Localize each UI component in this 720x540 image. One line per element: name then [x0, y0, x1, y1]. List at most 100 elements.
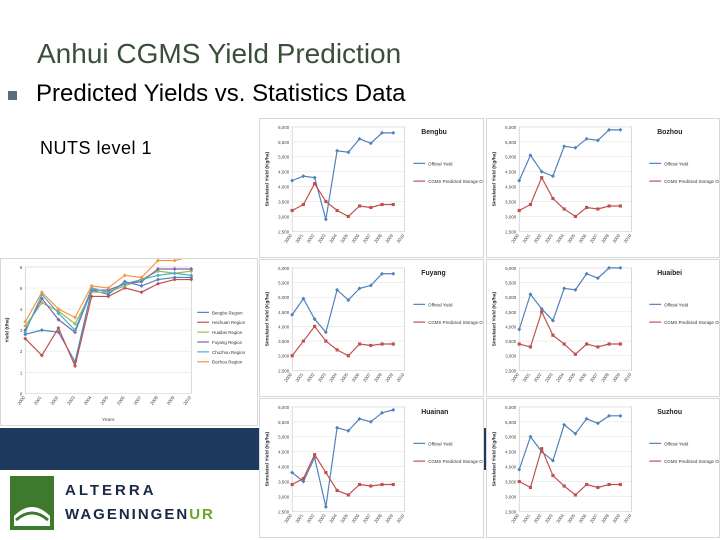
data-point [357, 204, 362, 208]
data-point [89, 294, 94, 299]
legend-label: Official Yield [428, 161, 453, 166]
data-point [517, 342, 521, 346]
data-point [122, 273, 127, 278]
x-tick-label: 2003 [544, 372, 554, 383]
data-point [551, 196, 555, 201]
data-point [539, 169, 544, 174]
logo-text-wageningen: WAGENINGENUR [65, 506, 215, 523]
x-tick-label: 2004 [328, 513, 338, 524]
legend-label: Bengbu Region [212, 310, 243, 315]
data-point [189, 277, 194, 282]
data-point [550, 174, 555, 179]
data-point [346, 493, 350, 497]
data-point [562, 144, 567, 149]
series-line-1 [519, 310, 621, 356]
y-tick-label: 2 [20, 349, 23, 354]
y-tick-label: 5,500 [505, 280, 517, 285]
legend-label: Official Yield [664, 302, 689, 307]
data-point [89, 283, 94, 288]
alterra-logo-icon [10, 476, 54, 530]
x-tick-label: 2006 [351, 233, 361, 244]
data-point [290, 482, 294, 487]
data-point [585, 205, 589, 210]
y-axis-label: Simulated Yield (Kg/ha) [264, 152, 270, 207]
x-tick-label: 2003 [317, 233, 327, 244]
y-tick-label: 4,500 [505, 310, 517, 315]
data-point [357, 416, 362, 421]
x-tick-label: 2007 [133, 395, 143, 406]
data-point [369, 343, 373, 348]
x-tick-label: 2010 [623, 372, 633, 383]
y-tick-label: 4,000 [505, 324, 517, 329]
x-tick-label: 2004 [83, 395, 93, 406]
data-point [56, 311, 61, 316]
y-tick-label: 5,500 [278, 420, 290, 425]
y-tick-label: 4,000 [505, 185, 517, 190]
series-line-1 [291, 325, 394, 357]
data-point [540, 176, 544, 180]
data-point [517, 178, 522, 183]
huaibei-chart: 2,500 3,000 3,500 4,000 4,500 5,000 5,500 6,000… [486, 259, 720, 397]
y-tick-label: 4,000 [505, 465, 517, 470]
x-tick-label: 2008 [373, 233, 383, 244]
data-point [39, 353, 44, 358]
x-tick-label: 2010 [396, 372, 406, 383]
x-tick-label: 2001 [522, 513, 532, 524]
data-point [562, 342, 566, 346]
y-tick-label: 5,000 [278, 295, 290, 300]
x-tick-label: 2000 [283, 233, 293, 244]
data-point [584, 136, 589, 141]
data-point [573, 214, 577, 219]
x-tick-label: 2002 [50, 395, 60, 406]
y-tick-label: 5,500 [505, 140, 517, 145]
y-tick-label: 4,500 [278, 170, 290, 175]
plot-area [291, 126, 405, 232]
data-point [156, 281, 161, 286]
x-tick-label: 2001 [294, 513, 304, 524]
data-point [369, 484, 373, 488]
y-tick-label: 5,500 [505, 420, 517, 425]
data-point [573, 352, 577, 356]
data-point [301, 476, 305, 481]
data-point [335, 208, 339, 213]
data-point [368, 419, 373, 424]
x-tick-label: 2005 [566, 233, 576, 244]
y-tick-label: 3,000 [505, 494, 517, 499]
data-point [528, 292, 533, 297]
data-point [391, 407, 396, 412]
data-point [380, 202, 384, 207]
data-point [290, 354, 294, 358]
y-tick-label: 3,500 [278, 339, 290, 344]
x-tick-label: 2008 [600, 233, 610, 244]
data-point [596, 485, 600, 490]
y-tick-label: 6,000 [278, 125, 290, 130]
y-axis-label: Simulated Yield (Kg/ha) [265, 292, 271, 347]
data-point [23, 332, 28, 337]
data-point [607, 204, 611, 208]
x-tick-label: 2000 [510, 513, 520, 524]
alterra-logo: ALTERRA WAGENINGENUR [10, 476, 213, 532]
data-point [368, 141, 373, 146]
data-point [139, 283, 144, 288]
y-tick-label: 4,500 [278, 310, 290, 315]
x-tick-label: 2000 [510, 233, 520, 244]
data-point [139, 277, 144, 282]
data-point [380, 482, 384, 487]
data-point [335, 425, 340, 430]
x-tick-label: 2007 [362, 372, 372, 383]
x-tick-label: 2004 [555, 372, 565, 383]
legend-label: Chuzhou Region [212, 350, 246, 355]
data-point [122, 279, 127, 284]
data-point [517, 208, 521, 213]
x-tick-label: 2010 [623, 233, 633, 244]
legend-label: Bozhou Region [212, 360, 243, 365]
data-point [540, 310, 544, 314]
series-line-0 [518, 267, 621, 330]
x-tick-label: 2007 [589, 372, 599, 383]
data-point [189, 275, 194, 280]
x-tick-label: 2009 [611, 372, 621, 383]
data-point [313, 324, 317, 329]
chart-title: Suzhou [657, 409, 682, 416]
x-tick-label: 2009 [611, 513, 621, 524]
data-point [618, 342, 622, 346]
